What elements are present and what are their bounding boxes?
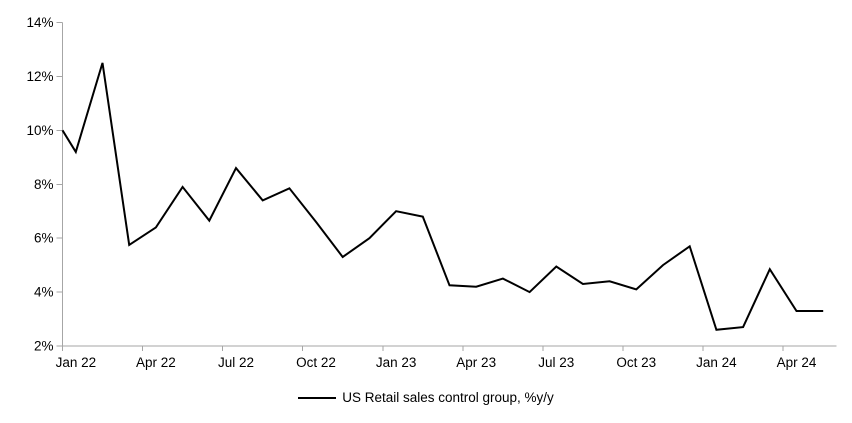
x-tick-label: Oct 22 bbox=[296, 355, 336, 370]
y-tick-label: 4% bbox=[34, 285, 54, 300]
x-tick-label: Apr 23 bbox=[456, 355, 496, 370]
y-tick-label: 2% bbox=[34, 339, 54, 354]
legend: US Retail sales control group, %y/y bbox=[0, 390, 852, 405]
x-tick-label: Apr 22 bbox=[136, 355, 176, 370]
x-tick-label: Jul 22 bbox=[218, 355, 254, 370]
y-tick-label: 10% bbox=[26, 123, 53, 138]
y-tick-label: 6% bbox=[34, 231, 54, 246]
legend-label: US Retail sales control group, %y/y bbox=[342, 390, 554, 405]
y-tick-label: 14% bbox=[26, 15, 53, 30]
x-tick-label: Apr 24 bbox=[777, 355, 817, 370]
y-tick-label: 8% bbox=[34, 177, 54, 192]
x-tick-label: Oct 23 bbox=[616, 355, 656, 370]
x-tick-label: Jul 23 bbox=[538, 355, 574, 370]
x-tick-label: Jan 23 bbox=[376, 355, 417, 370]
legend-line-swatch bbox=[298, 396, 337, 399]
y-tick-label: 12% bbox=[26, 69, 53, 84]
x-tick-label: Jan 24 bbox=[696, 355, 737, 370]
series-line bbox=[61, 62, 824, 331]
x-tick-label: Jan 22 bbox=[56, 355, 97, 370]
